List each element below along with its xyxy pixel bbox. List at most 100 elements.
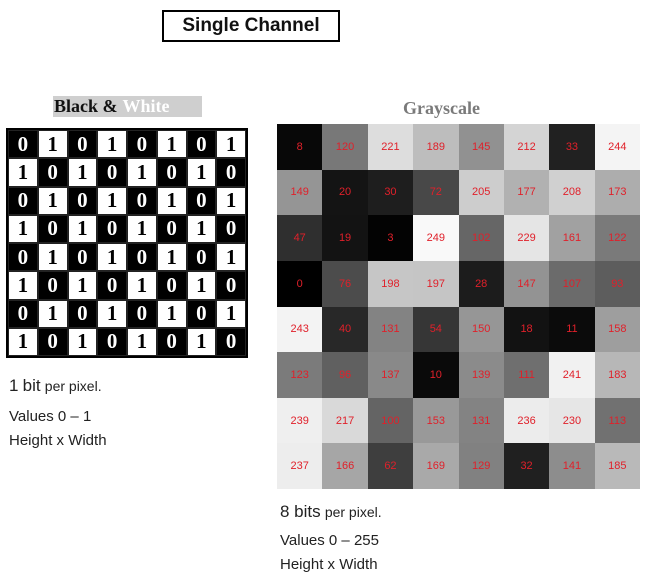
gray-pixel-cell: 153 xyxy=(413,397,459,444)
gray-pixel-cell: 208 xyxy=(549,169,595,216)
bw-pixel-cell: 0 xyxy=(156,214,187,243)
gray-pixel-cell: 150 xyxy=(458,306,504,353)
bw-pixel-cell: 0 xyxy=(8,130,38,159)
bw-pixel-cell: 0 xyxy=(67,299,98,328)
bw-pixel-cell: 0 xyxy=(216,158,246,187)
bw-pixel-cell: 1 xyxy=(127,214,157,243)
bw-pixel-cell: 1 xyxy=(216,130,246,159)
bw-pixel-cell: 1 xyxy=(216,299,246,328)
gray-pixel-cell: 131 xyxy=(458,397,504,444)
gray-pixel-cell: 236 xyxy=(503,397,550,444)
bw-pixel-cell: 1 xyxy=(97,186,127,215)
gray-pixel-cell: 76 xyxy=(322,260,368,307)
bw-pixel-cell: 1 xyxy=(67,158,98,187)
bw-pixel-cell: 1 xyxy=(67,214,98,243)
gray-pixel-cell: 221 xyxy=(367,124,414,170)
gray-pixel-cell: 249 xyxy=(413,215,459,261)
bw-panel-title: Black & White xyxy=(53,96,202,117)
bw-dims-caption: Height x Width xyxy=(9,432,107,449)
gray-pixel-cell: 139 xyxy=(458,352,504,398)
bw-pixel-cell: 1 xyxy=(97,130,127,159)
grayscale-pixel-grid: 8 120 221 189 145 212 33 244 149 20 30 72 205 177 208 1… xyxy=(277,124,640,489)
gray-pixel-cell: 33 xyxy=(549,124,595,170)
bw-pixel-cell: 0 xyxy=(8,186,38,215)
gray-pixel-cell: 3 xyxy=(367,215,414,261)
bw-pixel-cell: 1 xyxy=(127,327,157,356)
gray-pixel-cell: 32 xyxy=(503,443,550,489)
gray-pixel-cell: 129 xyxy=(458,443,504,489)
bw-pixel-cell: 1 xyxy=(156,186,187,215)
bw-title-black: Black & xyxy=(54,96,118,116)
bw-pixel-cell: 1 xyxy=(97,243,127,272)
gray-pixel-cell: 147 xyxy=(503,260,550,307)
gray-pixel-cell: 230 xyxy=(549,397,595,444)
gray-pixel-cell: 54 xyxy=(413,306,459,353)
gray-pixel-cell: 173 xyxy=(594,169,640,216)
bw-pixel-cell: 0 xyxy=(156,158,187,187)
bw-pixel-cell: 1 xyxy=(97,299,127,328)
gray-pixel-cell: 177 xyxy=(503,169,550,216)
bw-pixel-cell: 1 xyxy=(37,130,68,159)
bw-pixel-cell: 0 xyxy=(127,299,157,328)
bw-pixel-cell: 1 xyxy=(37,243,68,272)
gray-pixel-cell: 166 xyxy=(322,443,368,489)
bw-pixel-cell: 1 xyxy=(127,271,157,300)
bw-bits-rest: per pixel. xyxy=(44,378,102,394)
page-title: Single Channel xyxy=(162,10,340,42)
gray-pixel-cell: 96 xyxy=(322,352,368,398)
bw-pixel-cell: 0 xyxy=(156,327,187,356)
gray-pixel-cell: 131 xyxy=(367,306,414,353)
bw-pixel-cell: 0 xyxy=(186,299,217,328)
bw-pixel-cell: 0 xyxy=(216,271,246,300)
bw-pixel-cell: 0 xyxy=(97,327,127,356)
bw-pixel-cell: 1 xyxy=(127,158,157,187)
gray-pixel-cell: 141 xyxy=(549,443,595,489)
gray-pixel-cell: 40 xyxy=(322,306,368,353)
gray-bits-rest: per pixel. xyxy=(324,504,382,520)
gray-pixel-cell: 185 xyxy=(594,443,640,489)
bw-pixel-cell: 0 xyxy=(67,130,98,159)
gray-pixel-cell: 237 xyxy=(277,443,323,489)
gray-dims-caption: Height x Width xyxy=(280,556,378,573)
gray-pixel-cell: 107 xyxy=(549,260,595,307)
bw-pixel-cell: 1 xyxy=(186,327,217,356)
gray-pixel-cell: 149 xyxy=(277,169,323,216)
gray-bits-main: 8 bits xyxy=(280,502,321,521)
bw-pixel-cell: 0 xyxy=(216,327,246,356)
gray-pixel-cell: 122 xyxy=(594,215,640,261)
gray-pixel-cell: 239 xyxy=(277,397,323,444)
bw-pixel-cell: 1 xyxy=(8,158,38,187)
gray-bits-caption: 8 bits per pixel. xyxy=(280,502,382,522)
gray-pixel-cell: 229 xyxy=(503,215,550,261)
gray-pixel-cell: 243 xyxy=(277,306,323,353)
bw-pixel-cell: 0 xyxy=(97,271,127,300)
bw-bits-caption: 1 bit per pixel. xyxy=(9,376,102,396)
bw-pixel-cell: 1 xyxy=(8,327,38,356)
bw-pixel-cell: 0 xyxy=(216,214,246,243)
gray-pixel-cell: 123 xyxy=(277,352,323,398)
gray-pixel-cell: 189 xyxy=(413,124,459,170)
bw-pixel-cell: 1 xyxy=(156,299,187,328)
bw-pixel-cell: 0 xyxy=(67,243,98,272)
bw-pixel-cell: 1 xyxy=(67,327,98,356)
gray-pixel-cell: 47 xyxy=(277,215,323,261)
gray-pixel-cell: 102 xyxy=(458,215,504,261)
bw-pixel-cell: 0 xyxy=(97,158,127,187)
bw-pixel-cell: 1 xyxy=(37,186,68,215)
bw-pixel-cell: 0 xyxy=(156,271,187,300)
gray-pixel-cell: 197 xyxy=(413,260,459,307)
gray-pixel-cell: 205 xyxy=(458,169,504,216)
bw-pixel-cell: 1 xyxy=(8,271,38,300)
bw-pixel-cell: 0 xyxy=(127,130,157,159)
bw-pixel-cell: 0 xyxy=(97,214,127,243)
gray-pixel-cell: 100 xyxy=(367,397,414,444)
bw-bits-word: bit xyxy=(22,376,41,395)
gray-pixel-cell: 0 xyxy=(277,260,323,307)
bw-pixel-cell: 0 xyxy=(8,299,38,328)
bw-pixel-cell: 1 xyxy=(8,214,38,243)
gray-pixel-cell: 18 xyxy=(503,306,550,353)
bw-pixel-cell: 1 xyxy=(156,130,187,159)
gray-pixel-cell: 169 xyxy=(413,443,459,489)
gray-pixel-cell: 10 xyxy=(413,352,459,398)
gray-pixel-cell: 183 xyxy=(594,352,640,398)
